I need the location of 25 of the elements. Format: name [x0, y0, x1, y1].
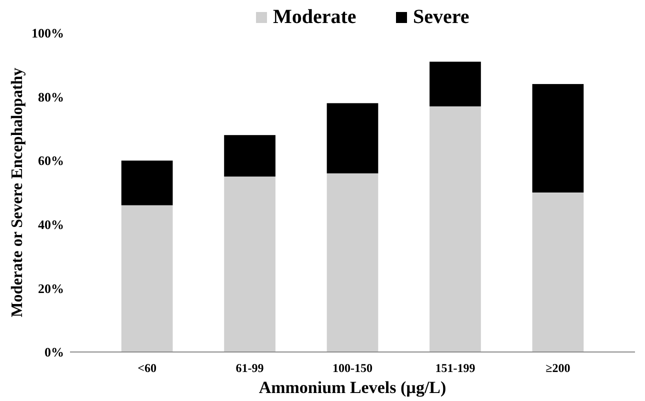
- x-tick-label: 151-199: [435, 361, 476, 375]
- y-tick-label: 40%: [38, 216, 64, 232]
- bar: [326, 103, 378, 174]
- x-axis-title: Ammonium Levels (µg/L): [258, 378, 446, 397]
- legend-label: Severe: [413, 6, 470, 28]
- bar: [430, 62, 481, 106]
- bar: [532, 84, 584, 192]
- bar: [121, 160, 173, 206]
- bar: [121, 205, 173, 352]
- y-tick-label: 100%: [32, 26, 64, 41]
- legend-label: Moderate: [273, 6, 356, 28]
- bar: [532, 192, 584, 352]
- bar: [430, 106, 481, 352]
- y-tick-label: 60%: [38, 153, 64, 168]
- y-tick-label: 80%: [38, 89, 64, 104]
- x-tick-label: <60: [138, 361, 156, 375]
- bar: [224, 135, 276, 177]
- y-tick-label: 20%: [38, 280, 64, 296]
- x-tick-label: 100-150: [332, 361, 372, 375]
- y-axis-title: Moderate or Severe Encephalopathy: [9, 68, 26, 318]
- x-tick-label: ≥200: [546, 361, 570, 375]
- bar: [326, 173, 378, 352]
- bar: [224, 176, 276, 352]
- y-tick-label: 0%: [44, 344, 64, 360]
- x-tick-label: 61-99: [236, 361, 264, 375]
